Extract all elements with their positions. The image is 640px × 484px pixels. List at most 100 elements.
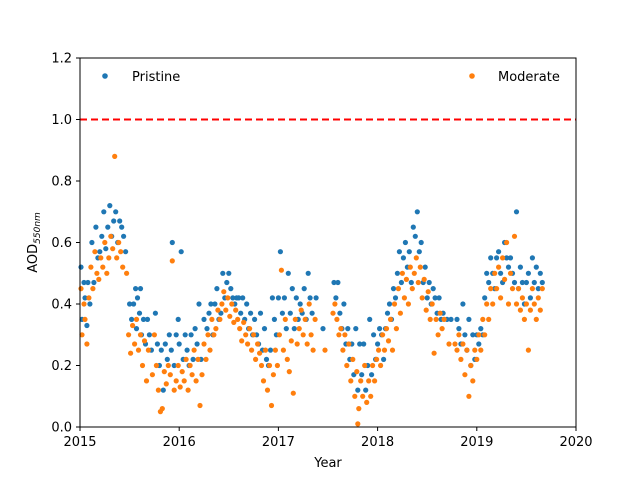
data-point	[505, 301, 512, 307]
data-point	[221, 289, 227, 295]
data-point	[498, 270, 504, 276]
data-point	[171, 362, 177, 369]
data-point	[360, 393, 366, 399]
data-point	[237, 326, 243, 332]
data-point	[332, 301, 338, 307]
data-point	[423, 307, 429, 313]
data-point	[126, 332, 132, 338]
data-point	[173, 378, 179, 384]
data-point	[89, 239, 95, 246]
data-point	[214, 286, 220, 292]
data-point	[81, 301, 87, 307]
data-point	[264, 387, 271, 393]
data-point	[287, 310, 293, 316]
x-axis-ticks: 2015 2016 2017 2018 2019 2020	[63, 427, 593, 450]
data-point	[402, 239, 408, 246]
data-point	[480, 316, 486, 322]
legend-marker	[469, 73, 475, 79]
data-point	[153, 362, 159, 369]
data-point	[278, 267, 284, 273]
data-point	[240, 295, 246, 301]
data-point	[78, 286, 84, 292]
data-point	[405, 301, 411, 307]
data-point	[408, 279, 414, 286]
legend-item-moderate: Moderate	[469, 70, 560, 85]
data-point	[367, 316, 373, 322]
y-tick-label: 0.8	[51, 175, 72, 190]
data-point	[407, 264, 413, 270]
data-point	[500, 255, 506, 261]
x-tick-label: 2015	[63, 435, 96, 450]
data-point	[283, 326, 289, 332]
data-point	[470, 332, 476, 338]
data-point	[308, 332, 314, 338]
data-point	[494, 255, 500, 261]
data-point	[223, 307, 229, 313]
data-point	[507, 270, 514, 276]
data-point	[204, 326, 210, 332]
data-point	[269, 295, 275, 301]
data-point	[179, 369, 185, 375]
data-point	[464, 347, 470, 353]
data-point	[418, 239, 424, 246]
data-point	[498, 295, 504, 301]
data-point	[293, 295, 299, 301]
data-point	[231, 319, 237, 325]
data-point	[425, 289, 431, 295]
data-point	[127, 301, 133, 307]
data-point	[213, 326, 219, 332]
data-point	[334, 316, 340, 322]
data-point	[320, 326, 326, 332]
data-point	[478, 326, 484, 332]
data-point	[149, 372, 155, 378]
data-point	[346, 341, 352, 347]
data-point	[133, 316, 140, 322]
data-point	[305, 270, 311, 276]
data-point	[476, 332, 482, 338]
data-point	[361, 341, 367, 347]
data-point	[304, 341, 310, 347]
data-point	[531, 279, 537, 286]
data-point	[456, 332, 462, 338]
data-point	[403, 276, 409, 282]
data-point	[90, 286, 96, 292]
data-point	[429, 301, 435, 307]
data-point	[203, 356, 209, 362]
data-point	[137, 286, 144, 292]
data-point	[286, 369, 292, 375]
data-point	[342, 332, 348, 338]
data-point	[488, 286, 494, 292]
data-point	[251, 332, 257, 338]
data-point	[476, 341, 482, 347]
data-point	[357, 341, 363, 347]
data-point	[537, 270, 543, 276]
data-point	[284, 356, 290, 362]
data-point	[462, 332, 468, 338]
data-point	[131, 301, 137, 307]
data-point	[188, 332, 194, 338]
data-point	[460, 341, 466, 347]
data-point	[470, 378, 476, 384]
data-point	[492, 270, 498, 276]
data-point	[279, 310, 285, 316]
data-point	[211, 332, 217, 338]
data-point	[529, 286, 536, 292]
data-point	[133, 286, 139, 292]
data-point	[527, 307, 534, 313]
data-point	[377, 326, 383, 332]
data-point	[145, 347, 151, 353]
data-point	[381, 356, 387, 362]
data-point	[241, 319, 247, 325]
data-point	[87, 301, 93, 307]
data-point	[396, 249, 402, 255]
data-point	[521, 316, 528, 322]
data-point	[191, 347, 197, 353]
y-axis-ticks: 0.0 0.2 0.4 0.6 0.8 1.0 1.2	[51, 52, 80, 436]
data-point	[337, 310, 343, 316]
data-point	[529, 255, 536, 261]
data-point	[468, 362, 474, 369]
data-point	[247, 326, 253, 332]
data-point	[306, 301, 312, 307]
data-point	[154, 341, 160, 347]
data-point	[99, 233, 105, 239]
